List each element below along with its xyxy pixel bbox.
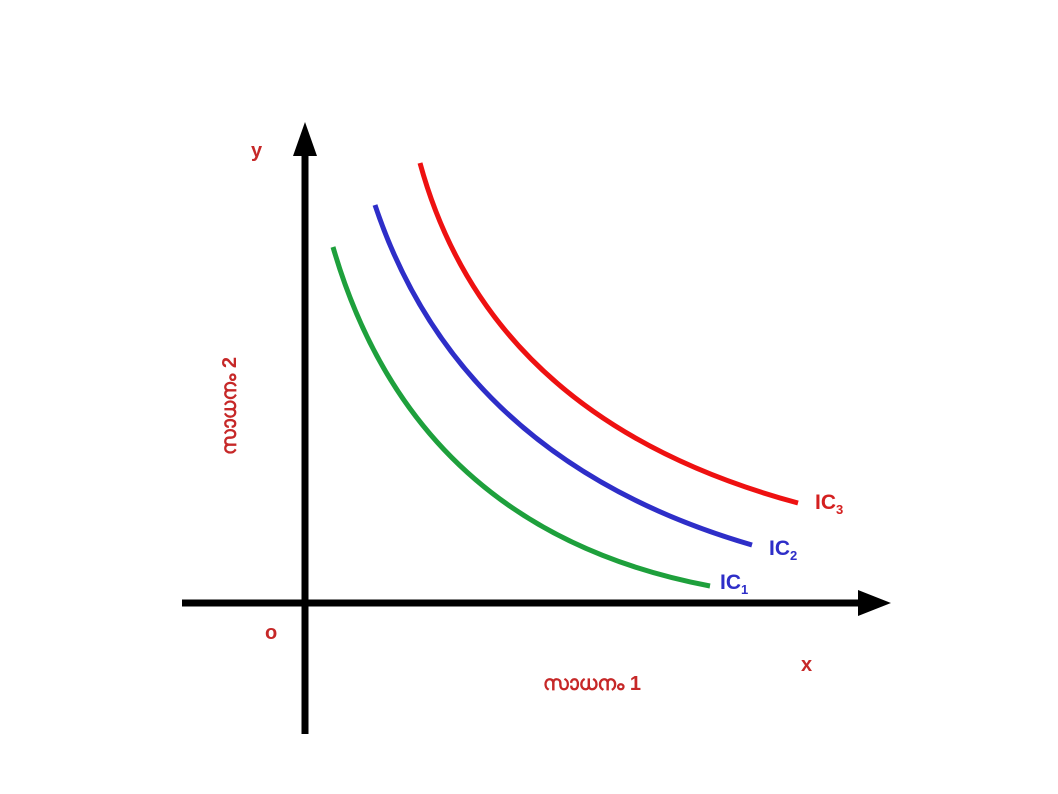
curve-label-ic3: IC3 — [815, 491, 843, 517]
curve-label-ic2-subscript: 2 — [790, 548, 797, 563]
curve-label-ic2-name: IC — [769, 537, 790, 560]
curve-label-ic1: IC1 — [720, 571, 748, 597]
y-axis-label: y — [251, 140, 263, 162]
curve-label-ic3-name: IC — [815, 491, 836, 514]
indifference-curve-ic2 — [372, 204, 753, 548]
origin-label: o — [265, 622, 277, 644]
curve-label-ic2: IC2 — [769, 537, 797, 563]
curve-label-ic3-subscript: 3 — [836, 502, 843, 517]
indifference-curve-ic3 — [417, 162, 799, 506]
curve-label-ic1-subscript: 1 — [741, 582, 748, 597]
y-axis-arrowhead — [293, 122, 317, 156]
y-axis-title: സാധനം 2 — [219, 357, 241, 455]
x-axis-label: x — [801, 654, 812, 676]
x-axis-arrowhead — [858, 590, 891, 616]
curve-label-ic1-name: IC — [720, 571, 741, 594]
indifference-curve-ic1 — [330, 246, 711, 589]
x-axis-title: സാധനം 1 — [543, 673, 641, 695]
